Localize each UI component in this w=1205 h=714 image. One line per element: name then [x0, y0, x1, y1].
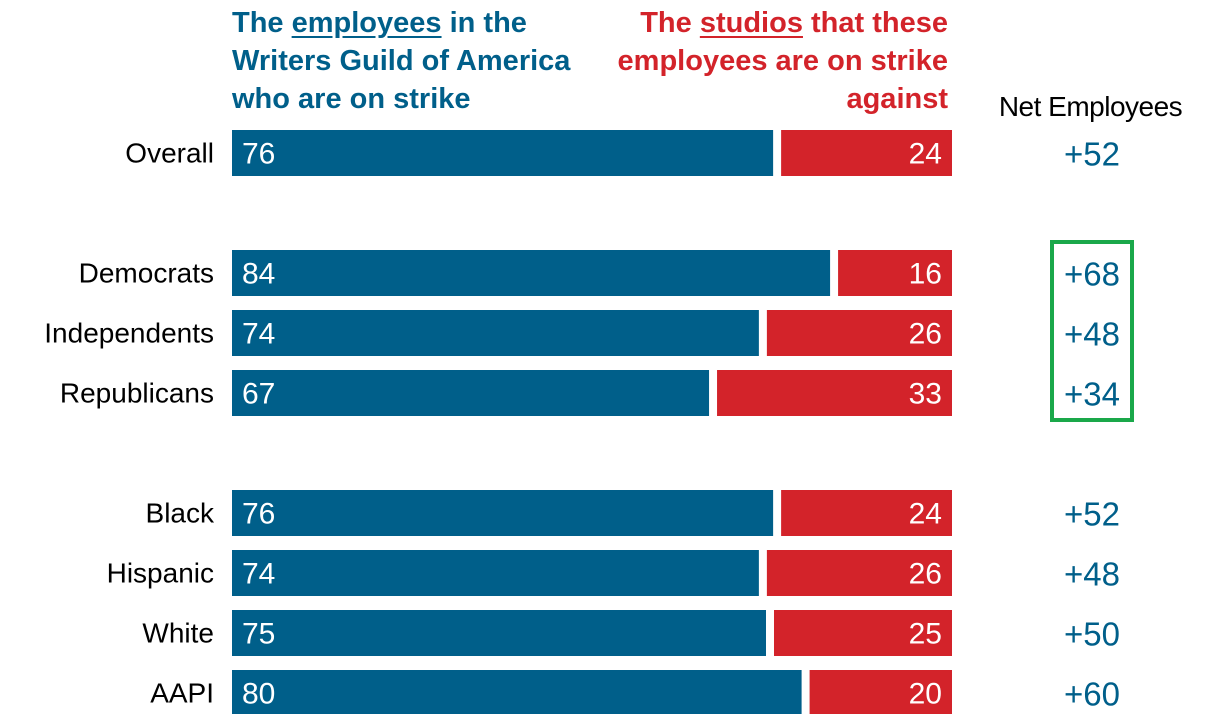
employees-value-republicans: 67: [242, 378, 275, 411]
employees-bar-hispanic: [232, 550, 759, 596]
employees-value-overall: 76: [242, 138, 275, 171]
studios-bar-republicans: [717, 370, 952, 416]
studios-value-hispanic: 26: [909, 558, 942, 591]
net-value-black: +52: [1064, 496, 1120, 533]
category-label-republicans: Republicans: [60, 378, 214, 409]
net-value-overall: +52: [1064, 136, 1120, 173]
studios-bar-independents: [766, 310, 952, 356]
net-value-aapi: +60: [1064, 676, 1120, 713]
employees-bar-independents: [232, 310, 759, 356]
studios-value-independents: 26: [909, 318, 942, 351]
studios-bar-hispanic: [766, 550, 952, 596]
employees-value-white: 75: [242, 618, 275, 651]
employees-bar-white: [232, 610, 766, 656]
studios-bar-black: [781, 490, 952, 536]
studios-bar-white: [774, 610, 952, 656]
category-label-independents: Independents: [44, 318, 214, 349]
studios-value-overall: 24: [909, 138, 942, 171]
net-value-republicans: +34: [1064, 376, 1120, 413]
employees-bar-aapi: [232, 670, 802, 714]
employees-series-header: The employees in the Writers Guild of Am…: [232, 7, 571, 115]
employees-value-black: 76: [242, 498, 275, 531]
net-value-democrats: +68: [1064, 256, 1120, 293]
employees-value-democrats: 84: [242, 258, 275, 291]
category-label-democrats: Democrats: [79, 258, 214, 289]
employees-value-hispanic: 74: [242, 558, 275, 591]
employees-value-aapi: 80: [242, 678, 275, 711]
studios-bar-aapi: [809, 670, 952, 714]
studios-value-aapi: 20: [909, 678, 942, 711]
employees-bar-republicans: [232, 370, 710, 416]
studios-value-republicans: 33: [909, 378, 942, 411]
studios-value-democrats: 16: [909, 258, 942, 291]
net-value-white: +50: [1064, 616, 1120, 653]
studios-value-black: 24: [909, 498, 942, 531]
net-value-hispanic: +48: [1064, 556, 1120, 593]
party-highlight-box: [1050, 240, 1134, 422]
category-label-overall: Overall: [125, 138, 214, 169]
studios-value-white: 25: [909, 618, 942, 651]
category-label-black: Black: [146, 498, 215, 529]
category-label-white: White: [142, 618, 214, 649]
employees-bar-overall: [232, 130, 774, 176]
studios-bar-democrats: [838, 250, 952, 296]
category-label-hispanic: Hispanic: [107, 558, 214, 589]
employees-bar-black: [232, 490, 774, 536]
net-value-independents: +48: [1064, 316, 1120, 353]
studios-bar-overall: [781, 130, 952, 176]
net-employees-header: Net Employees: [998, 91, 1183, 122]
category-label-aapi: AAPI: [150, 678, 214, 709]
employees-value-independents: 74: [242, 318, 275, 351]
employees-bar-democrats: [232, 250, 831, 296]
studios-series-header: The studios that these employees are on …: [617, 7, 948, 115]
